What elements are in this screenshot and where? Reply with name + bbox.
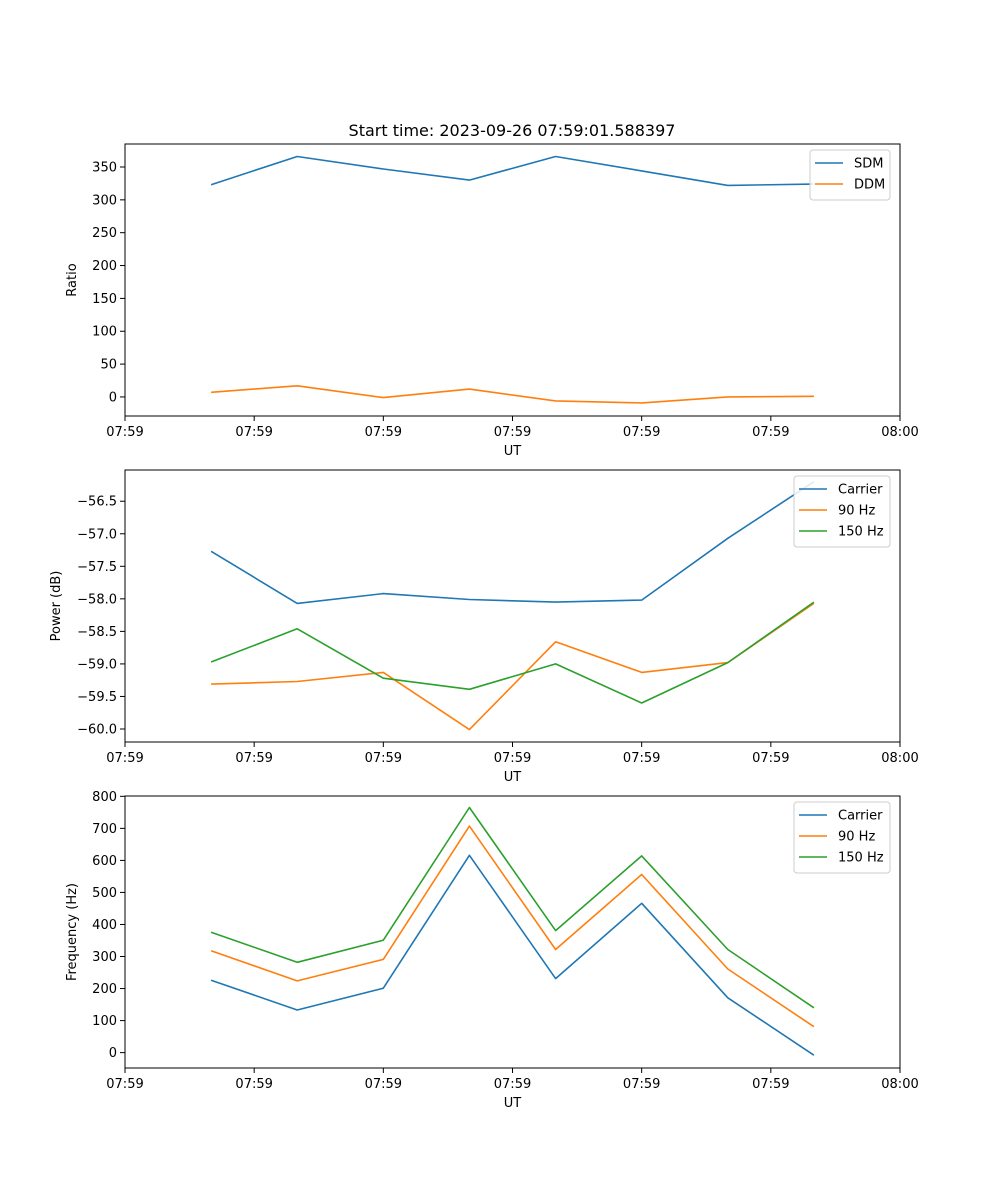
y-tick-label: −58.5 <box>77 625 117 640</box>
x-tick-label: 07:59 <box>235 751 272 766</box>
series-line-90-hz <box>211 602 815 731</box>
x-tick-label: 07:59 <box>365 425 402 440</box>
x-tick-label: 07:59 <box>365 1077 402 1092</box>
x-axis-label: UT <box>504 444 522 459</box>
x-axis-label: UT <box>504 1096 522 1111</box>
legend-label: 150 Hz <box>838 851 884 866</box>
y-axis-label: Frequency (Hz) <box>65 883 80 981</box>
legend-box <box>793 801 891 874</box>
series-line-150-hz <box>210 806 815 1009</box>
series-line-150-hz <box>210 601 815 704</box>
legend: Carrier 90 Hz 150 Hz <box>793 801 891 874</box>
y-tick-label: 300 <box>92 193 117 208</box>
series-line-carrier <box>210 854 815 1056</box>
x-tick-label: 07:59 <box>752 425 789 440</box>
axes-frame <box>124 469 901 743</box>
x-tick-label: 07:59 <box>752 1077 789 1092</box>
x-tick-label: 07:59 <box>494 751 531 766</box>
legend: SDM DDM <box>809 149 891 201</box>
chart-panel-1: 07:59 07:59 07:59 07:59 07:59 07:59 08:00 0 50 10… <box>65 143 919 459</box>
y-tick-label: 600 <box>92 854 117 869</box>
x-tick-label: 07:59 <box>623 425 660 440</box>
y-tick-label: 100 <box>92 1014 117 1029</box>
legend-box <box>793 475 891 548</box>
y-tick-label: 500 <box>92 886 117 901</box>
y-axis-label: Power (dB) <box>49 571 64 642</box>
y-tick-label: 400 <box>92 918 117 933</box>
x-tick-label: 07:59 <box>106 1077 143 1092</box>
axes-frame <box>124 795 901 1069</box>
x-tick-label: 07:59 <box>235 1077 272 1092</box>
y-tick-label: −57.0 <box>77 527 117 542</box>
x-axis-label: UT <box>504 770 522 785</box>
y-tick-label: −60.0 <box>77 722 117 737</box>
x-tick-label: 07:59 <box>494 425 531 440</box>
x-tick-label: 07:59 <box>623 751 660 766</box>
y-tick-label: 800 <box>92 790 117 805</box>
y-axis-label: Ratio <box>65 263 80 296</box>
y-tick-label: 300 <box>92 950 117 965</box>
x-tick-label: 07:59 <box>106 425 143 440</box>
x-tick-label: 07:59 <box>752 751 789 766</box>
x-tick-label: 07:59 <box>235 425 272 440</box>
legend: Carrier 90 Hz 150 Hz <box>793 475 891 548</box>
chart-panel-3: 07:59 07:59 07:59 07:59 07:59 07:59 08:00 0 100 2… <box>65 790 919 1111</box>
y-tick-label: −56.5 <box>77 495 117 510</box>
legend-label: 90 Hz <box>838 830 875 845</box>
x-tick-label: 08:00 <box>881 425 918 440</box>
x-tick-label: 07:59 <box>623 1077 660 1092</box>
axes-frame <box>124 143 901 417</box>
series-line-ddm <box>211 384 814 404</box>
chart-panel-2: 07:59 07:59 07:59 07:59 07:59 07:59 08:00 −60.0… <box>49 469 919 785</box>
series-line-carrier <box>210 481 815 605</box>
legend-label: 90 Hz <box>838 504 875 519</box>
x-tick-label: 07:59 <box>365 751 402 766</box>
y-tick-label: 200 <box>92 982 117 997</box>
y-tick-label: 150 <box>92 292 117 307</box>
y-tick-label: −58.0 <box>77 592 117 607</box>
y-tick-label: 0 <box>109 390 117 405</box>
legend-label: 150 Hz <box>838 525 884 540</box>
legend-label: Carrier <box>838 483 883 498</box>
y-tick-label: 250 <box>92 226 117 241</box>
x-tick-label: 08:00 <box>881 1077 918 1092</box>
y-tick-label: 350 <box>92 160 117 175</box>
y-tick-label: 50 <box>100 358 117 373</box>
x-tick-label: 07:59 <box>494 1077 531 1092</box>
y-tick-label: −57.5 <box>77 560 117 575</box>
y-tick-label: −59.5 <box>77 690 117 705</box>
y-tick-label: −59.0 <box>77 657 117 672</box>
y-tick-label: 700 <box>92 822 117 837</box>
series-line-sdm <box>210 155 814 187</box>
x-tick-label: 07:59 <box>106 751 143 766</box>
legend-label: Carrier <box>838 809 883 824</box>
y-tick-label: 200 <box>92 259 117 274</box>
legend-label: DDM <box>854 178 885 193</box>
chart-title: Start time: 2023-09-26 07:59:01.588397 <box>349 121 676 140</box>
y-tick-label: 0 <box>109 1046 117 1061</box>
legend-label: SDM <box>854 157 883 172</box>
y-tick-label: 100 <box>92 325 117 340</box>
x-tick-label: 08:00 <box>881 751 918 766</box>
series-line-90-hz <box>210 825 815 1028</box>
